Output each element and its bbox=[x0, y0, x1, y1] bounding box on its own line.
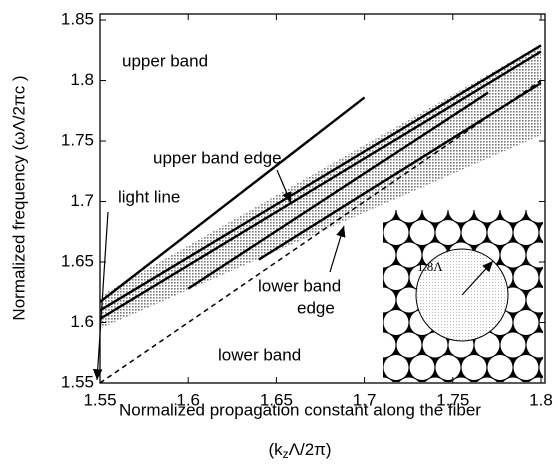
annotation-arrow bbox=[330, 226, 344, 272]
annotation: light line bbox=[118, 187, 180, 206]
y-tick-label: 1.7 bbox=[70, 191, 94, 210]
x-tick-label: 1.65 bbox=[260, 390, 293, 409]
x-label-part: Λ/2π) bbox=[289, 440, 332, 459]
x-tick-label: 1.55 bbox=[83, 390, 116, 409]
x-axis-label-2: (kzΛ/2π) bbox=[268, 440, 331, 461]
y-tick-label: 1.85 bbox=[61, 10, 94, 29]
x-tick-label: 1.6 bbox=[176, 390, 200, 409]
annotation: lower band bbox=[218, 345, 301, 364]
y-tick-label: 1.55 bbox=[61, 372, 94, 391]
annotation: edge bbox=[297, 298, 335, 317]
chart: Normalized propagation constant along th… bbox=[0, 0, 558, 468]
x-tick-label: 1.75 bbox=[436, 390, 469, 409]
x-tick-label: 1.7 bbox=[353, 390, 377, 409]
y-tick-label: 1.65 bbox=[61, 252, 94, 271]
y-tick-label: 1.6 bbox=[70, 312, 94, 331]
x-axis-label: Normalized propagation constant along th… bbox=[119, 400, 481, 419]
y-axis-label: Normalized frequency (ωΛ/2πc ) bbox=[9, 75, 28, 320]
annotation: 1.8Λ bbox=[417, 259, 443, 274]
annotation: upper band bbox=[122, 51, 208, 70]
y-tick-label: 1.75 bbox=[61, 131, 94, 150]
x-tick-label: 1.8 bbox=[529, 390, 553, 409]
y-tick-label: 1.8 bbox=[70, 70, 94, 89]
x-label-part: (k bbox=[268, 440, 283, 459]
annotation: upper band edge bbox=[153, 148, 282, 167]
annotation: lower band bbox=[258, 276, 341, 295]
